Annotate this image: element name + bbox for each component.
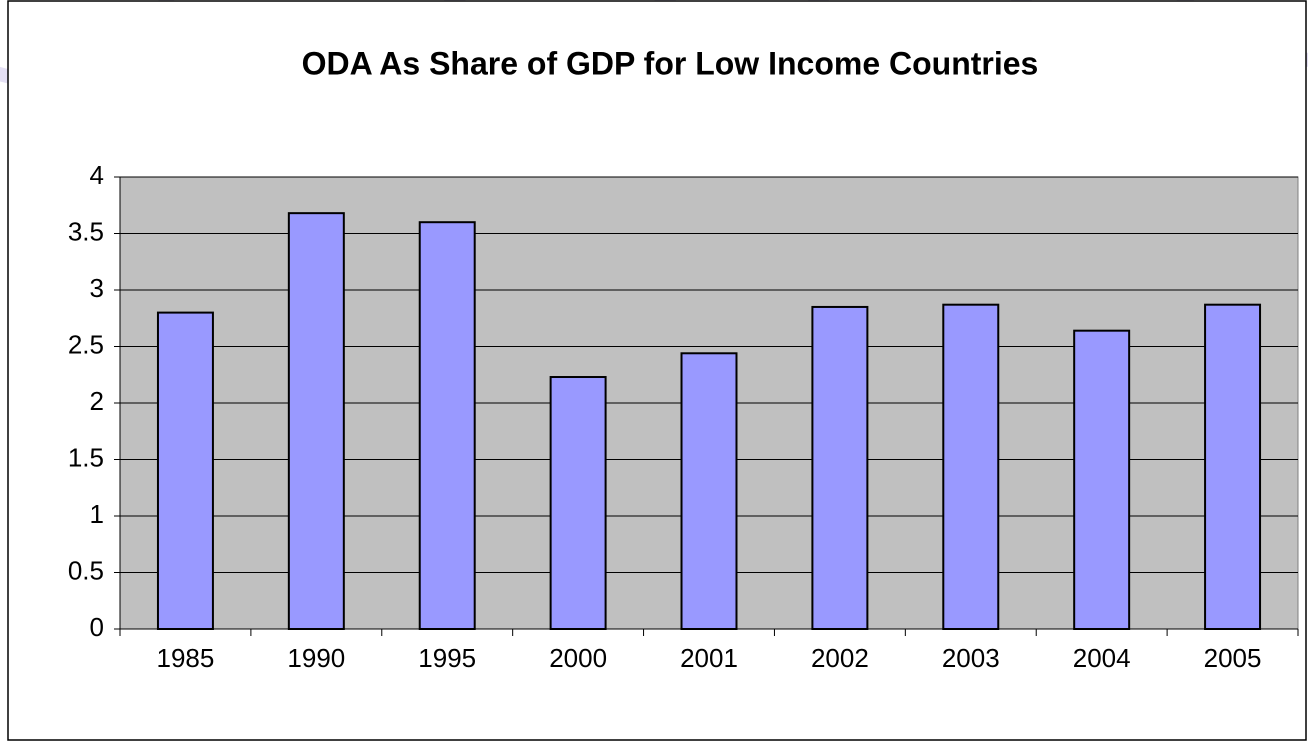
- y-tick-label: 2: [90, 386, 104, 416]
- bar: [680, 352, 738, 630]
- bar: [287, 212, 345, 630]
- y-tick-label: 2.5: [68, 329, 104, 359]
- bar: [549, 376, 607, 631]
- y-tick-label: 0: [90, 612, 104, 642]
- x-tick-label: 2004: [1073, 643, 1131, 673]
- bar: [418, 221, 476, 630]
- x-tick-label: 1995: [418, 643, 476, 673]
- bar: [156, 311, 214, 630]
- bar: [1204, 303, 1262, 630]
- y-tick-label: 0.5: [68, 555, 104, 585]
- x-tick-label: 2005: [1204, 643, 1262, 673]
- y-tick-label: 1.5: [68, 442, 104, 472]
- x-tick-label: 2003: [942, 643, 1000, 673]
- bar: [811, 305, 869, 630]
- bar: [942, 303, 1000, 630]
- x-tick-label: 2000: [549, 643, 607, 673]
- y-tick-label: 3.5: [68, 216, 104, 246]
- chart-title: ODA As Share of GDP for Low Income Count…: [302, 45, 1039, 81]
- y-tick-label: 4: [90, 160, 104, 190]
- bar: [1073, 329, 1131, 630]
- y-tick-label: 1: [90, 499, 104, 529]
- x-tick-label: 2002: [811, 643, 869, 673]
- x-tick-label: 1990: [287, 643, 345, 673]
- y-tick-label: 3: [90, 273, 104, 303]
- x-tick-label: 2001: [680, 643, 738, 673]
- x-tick-label: 1985: [157, 643, 215, 673]
